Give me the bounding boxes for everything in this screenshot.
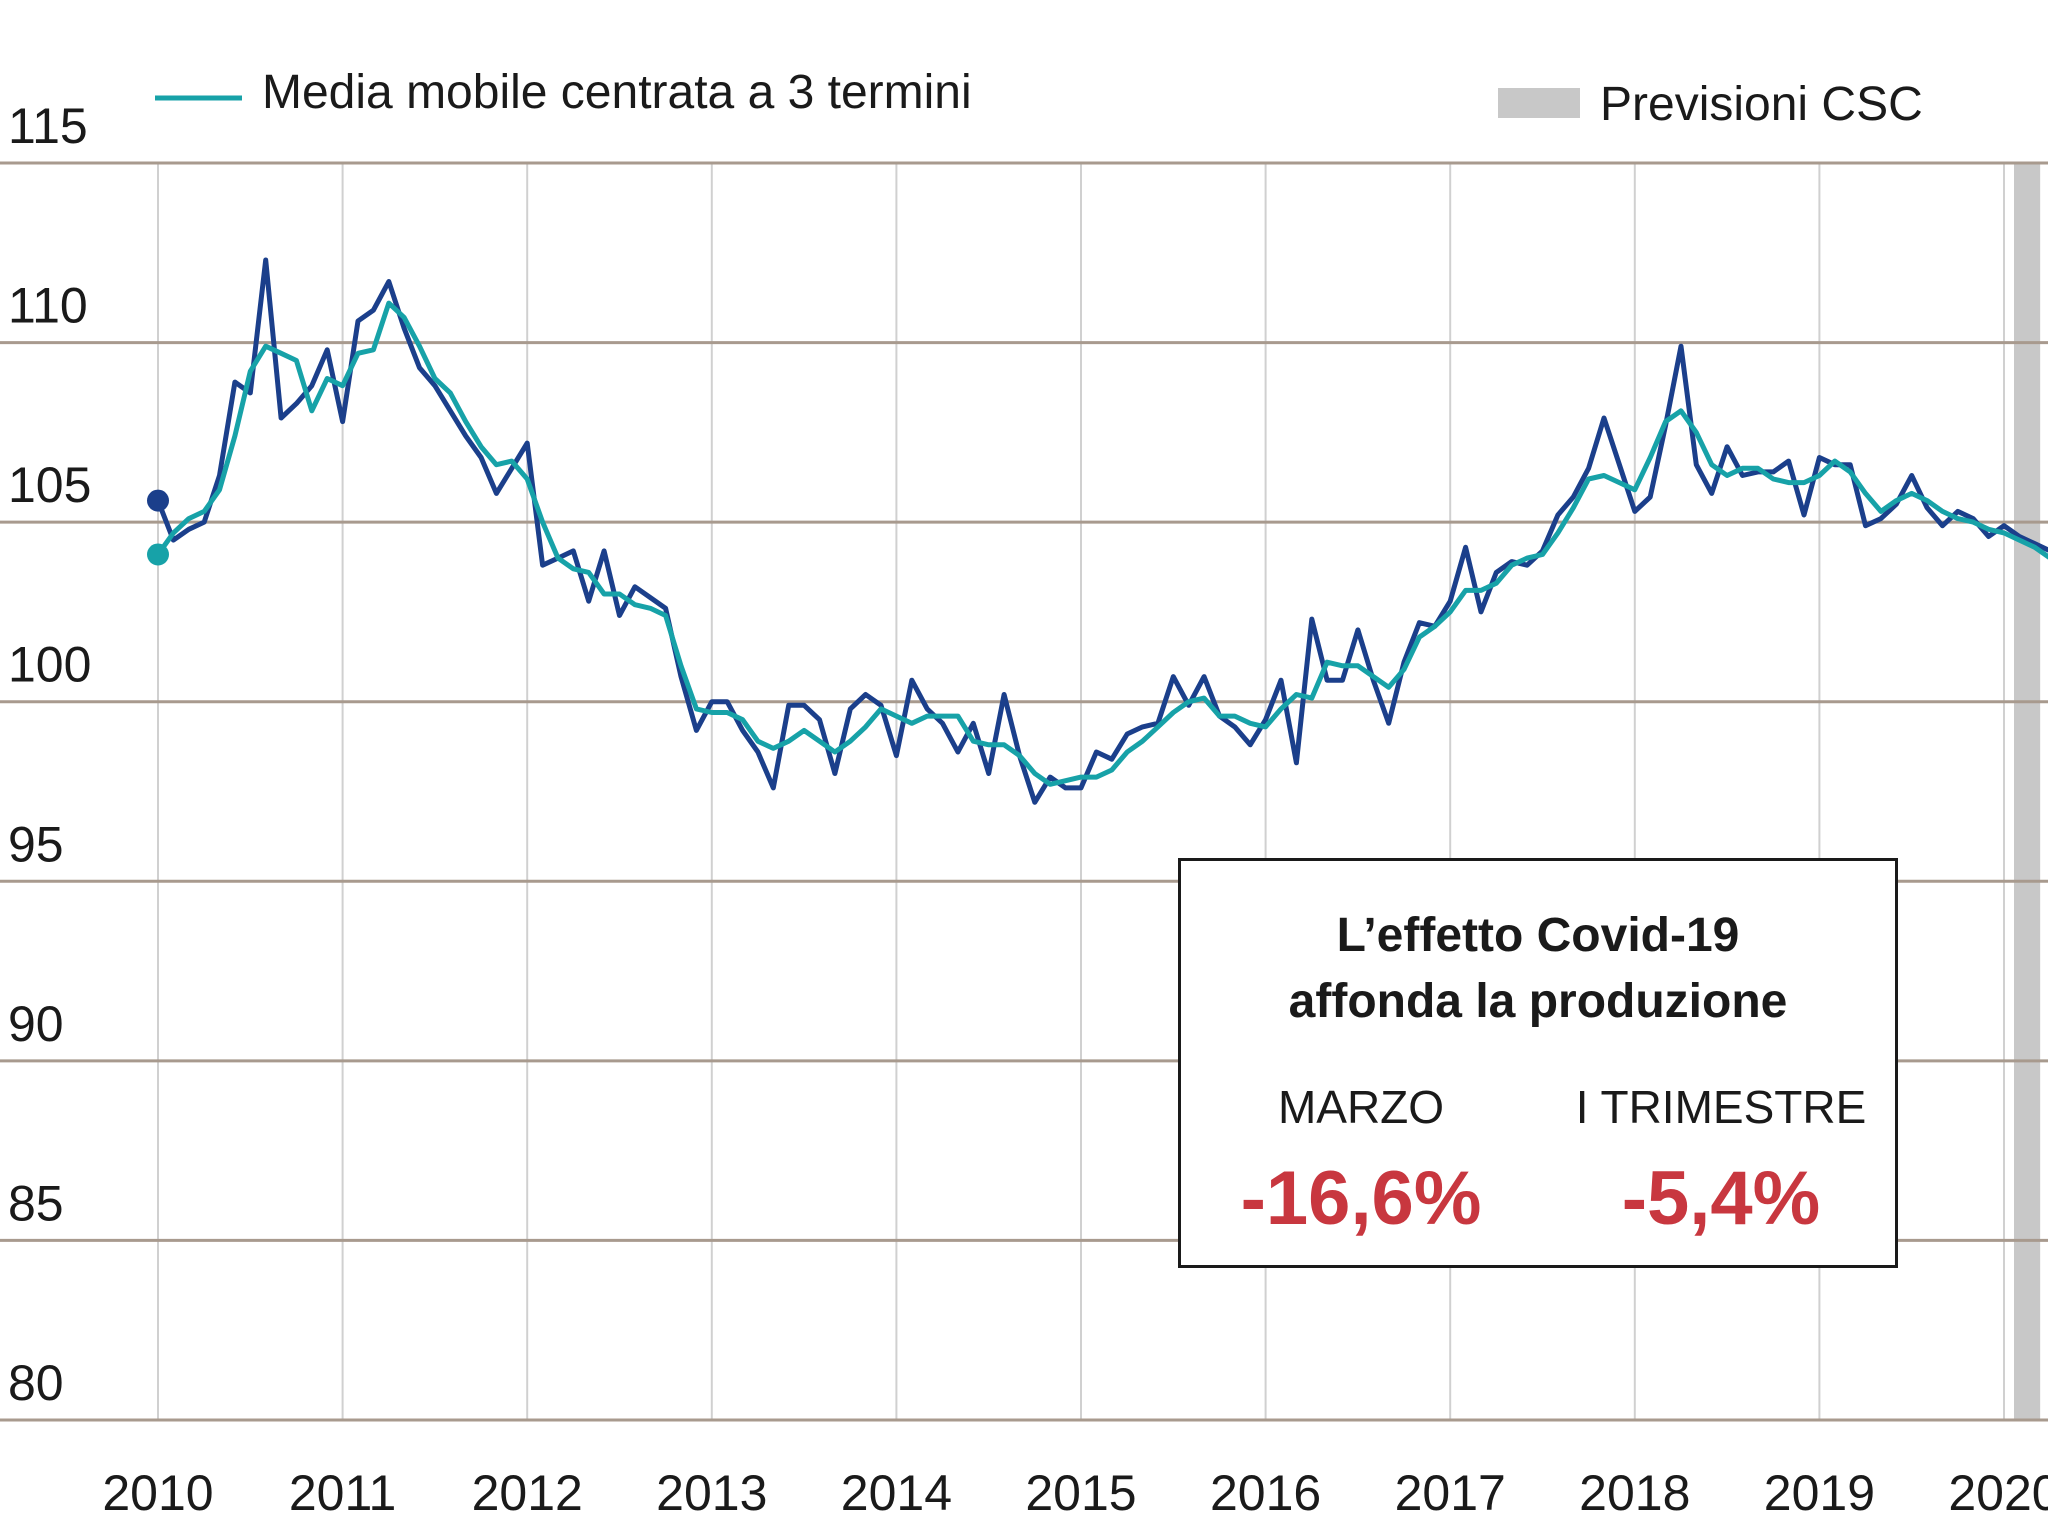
moving-average-line <box>155 300 2048 787</box>
infobox-title-line1: L’effetto Covid-19 <box>1336 909 1740 962</box>
axis-layer: 80 85 90 95 100 105 110 115 2010 2011 2012 2013 2014… <box>8 98 2048 1521</box>
monthly-start-point <box>147 489 169 512</box>
x-tick-label: 2014 <box>841 1465 952 1521</box>
x-tick-label: 2019 <box>1764 1465 1875 1521</box>
y-tick-label: 105 <box>8 457 91 513</box>
trimestre-column: I TRIMESTRE -5,4% <box>1541 1079 1901 1249</box>
x-tick-label: 2010 <box>102 1465 213 1521</box>
y-tick-label: 85 <box>8 1175 64 1231</box>
forecast-band-layer <box>2013 163 2041 1420</box>
series-layer <box>147 257 2048 805</box>
x-tick-label: 2018 <box>1579 1465 1690 1521</box>
moving-average-start-point <box>147 543 169 566</box>
trimestre-label: I TRIMESTRE <box>1575 1081 1867 1133</box>
legend: Media mobile centrata a 3 termini Previsi… <box>155 66 1923 131</box>
x-tick-label: 2011 <box>289 1465 397 1521</box>
forecast-band <box>2013 163 2041 1420</box>
legend-label-moving-average: Media mobile centrata a 3 termini <box>262 66 972 119</box>
marzo-label: MARZO <box>1277 1081 1445 1133</box>
y-tick-label: 115 <box>8 98 88 154</box>
x-tick-label: 2020 <box>1948 1465 2048 1521</box>
y-tick-label: 80 <box>8 1355 64 1411</box>
covid-effect-infobox: L’effetto Covid-19 affonda la produzione… <box>1178 858 1898 1268</box>
x-tick-label: 2016 <box>1210 1465 1321 1521</box>
y-tick-label: 90 <box>8 996 64 1052</box>
marzo-value: -16,6% <box>1240 1156 1482 1241</box>
trimestre-value: -5,4% <box>1621 1156 1821 1241</box>
x-tick-label: 2013 <box>656 1465 767 1521</box>
x-tick-label: 2015 <box>1025 1465 1136 1521</box>
y-tick-label: 110 <box>8 278 88 334</box>
monthly-series-line <box>155 257 2048 805</box>
infobox-title-line2: affonda la produzione <box>1288 975 1788 1028</box>
x-tick-label: 2012 <box>472 1465 583 1521</box>
infobox-title: L’effetto Covid-19 affonda la produzione <box>1181 903 1895 1035</box>
y-tick-label: 95 <box>8 816 64 872</box>
x-tick-label: 2017 <box>1395 1465 1506 1521</box>
marzo-column: MARZO -16,6% <box>1181 1079 1541 1249</box>
legend-swatch-forecast <box>1498 88 1580 118</box>
legend-label-forecast: Previsioni CSC <box>1600 78 1923 131</box>
y-tick-label: 100 <box>8 637 91 693</box>
